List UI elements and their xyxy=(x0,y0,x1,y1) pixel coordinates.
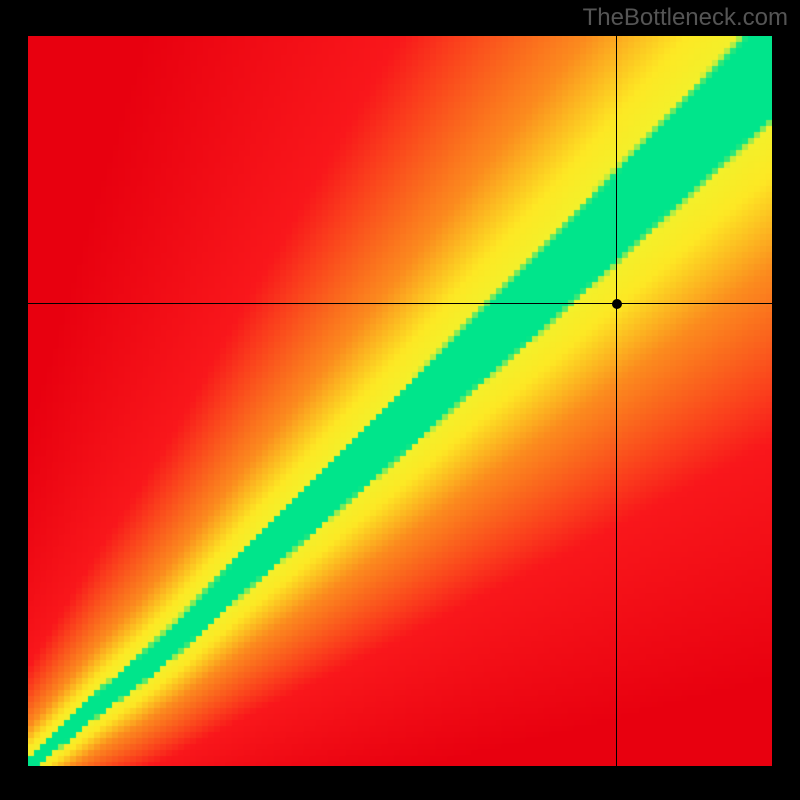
heatmap-canvas xyxy=(28,36,772,766)
watermark-text: TheBottleneck.com xyxy=(583,4,788,32)
heatmap-plot-area xyxy=(28,36,772,766)
crosshair-marker xyxy=(612,299,622,309)
crosshair-vertical xyxy=(616,36,617,766)
crosshair-horizontal xyxy=(28,303,772,304)
